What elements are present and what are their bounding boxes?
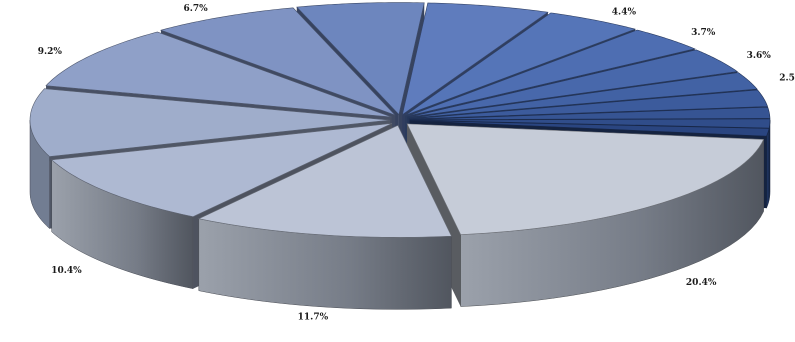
pie-slice-top [409, 72, 758, 119]
pie-slice-top [409, 118, 771, 129]
pie-slice-top [159, 7, 396, 116]
pie-slice [197, 124, 452, 310]
pie-slice-top [50, 123, 393, 218]
pie-labels: 20.4%11.7%10.4%9.8%9.2%6.7%5.7%5.5%4.4%3… [38, 0, 795, 323]
pie-slice-top [408, 49, 739, 118]
pie-slice-top [197, 124, 452, 238]
pie-slice-top [405, 12, 637, 116]
pie-slice-top [409, 120, 770, 137]
slice-label: 11.7% [298, 313, 329, 323]
slice-label: 2.5% [779, 73, 795, 83]
pie-slice-top [407, 29, 696, 117]
slice-label: 20.4% [686, 278, 717, 288]
slice-label: 9.2% [38, 47, 63, 57]
pie-slice-top [406, 123, 765, 235]
slice-label: 10.4% [51, 266, 82, 276]
slice-label: 3.7% [691, 28, 716, 38]
pie-slice-top [45, 31, 392, 118]
pie-slice-top [409, 89, 769, 120]
pie-slice-top [29, 88, 391, 157]
pie-slice-top [296, 2, 425, 116]
slice-label: 6.7% [184, 4, 209, 14]
slice-label: 5.5% [485, 0, 510, 2]
pie-slice-side [766, 128, 770, 209]
slice-label: 4.4% [612, 8, 637, 18]
pie-slice-top [401, 2, 549, 116]
slice-label: 3.6% [747, 51, 772, 61]
pie-slice-top [409, 106, 771, 120]
pie-slices [29, 2, 771, 310]
